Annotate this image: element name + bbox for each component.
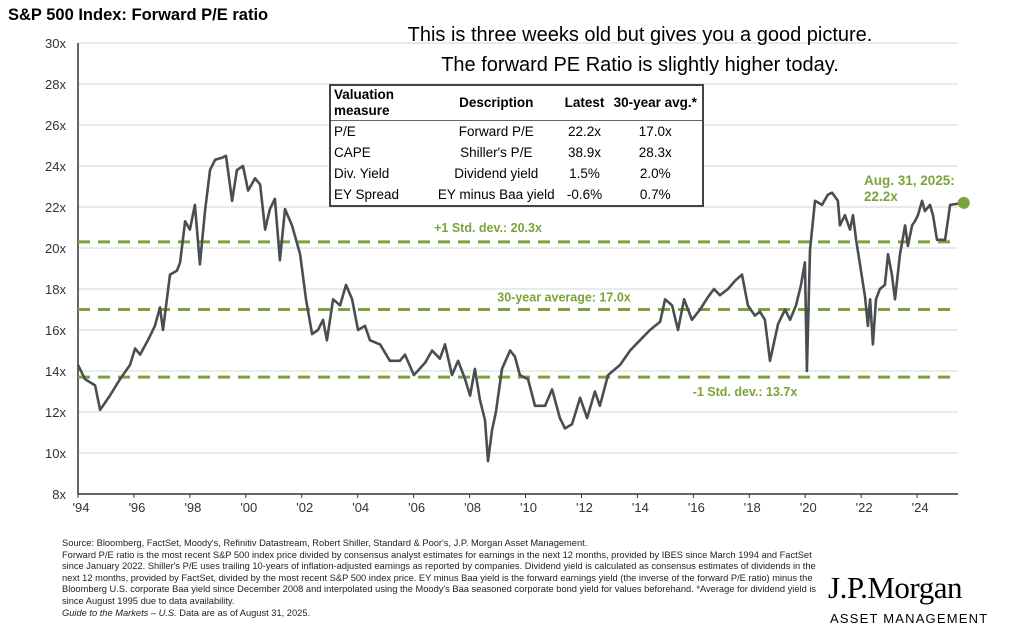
x-tick-label: '14 xyxy=(632,500,649,515)
x-tick-label: '20 xyxy=(800,500,817,515)
x-tick-label: '08 xyxy=(464,500,481,515)
cell: -0.6% xyxy=(566,187,603,202)
y-tick-label: 16x xyxy=(45,323,66,338)
table-header-row: Valuation measure Description Latest 30-… xyxy=(330,85,703,121)
y-tick-label: 18x xyxy=(45,282,66,297)
latest-point-marker xyxy=(957,196,970,209)
y-tick-label: 22x xyxy=(45,200,66,215)
table-row: P/E Forward P/E 22.2x 17.0x xyxy=(330,121,703,143)
cell: 22.2x xyxy=(567,124,602,139)
y-tick-label: 20x xyxy=(45,241,66,256)
annotation-date: Aug. 31, 2025: xyxy=(864,173,955,188)
cell: 2.0% xyxy=(639,166,671,181)
caption: This is three weeks old but gives you a … xyxy=(360,20,920,80)
x-tick-label: '12 xyxy=(576,500,593,515)
x-tick-label: '96 xyxy=(128,500,145,515)
y-tick-label: 14x xyxy=(45,364,66,379)
cell: 1.5% xyxy=(569,166,600,181)
cell: EY Spread xyxy=(334,187,400,202)
y-tick-label: 26x xyxy=(45,118,66,133)
x-tick-label: '22 xyxy=(856,500,873,515)
cell: P/E xyxy=(334,124,356,139)
y-tick-label: 10x xyxy=(45,446,66,461)
table-row: CAPE Shiller's P/E 38.9x 28.3x xyxy=(330,142,703,163)
header-avg: 30-year avg.* xyxy=(608,85,703,121)
cell: 28.3x xyxy=(638,145,672,160)
footnote: Source: Bloomberg, FactSet, Moody's, Ref… xyxy=(62,538,822,619)
x-tick-label: '16 xyxy=(688,500,705,515)
cell: 38.9x xyxy=(567,145,602,160)
cell: EY minus Baa yield xyxy=(437,187,555,202)
annotation-value: 22.2x xyxy=(864,189,898,204)
x-tick-label: '02 xyxy=(296,500,313,515)
cell: Forward P/E xyxy=(458,124,534,139)
y-tick-label: 30x xyxy=(45,36,66,51)
footnote-definitions: Forward P/E ratio is the most recent S&P… xyxy=(62,549,817,606)
footnote-asof: Guide to the Markets – U.S. Data are as … xyxy=(62,608,822,620)
cell: CAPE xyxy=(334,145,371,160)
guide-title: Guide to the Markets – U.S. xyxy=(62,607,177,618)
x-tick-label: '18 xyxy=(744,500,761,515)
y-tick-label: 12x xyxy=(45,405,66,420)
cell: 0.7% xyxy=(639,187,671,202)
table-row: EY Spread EY minus Baa yield -0.6% 0.7% xyxy=(330,184,703,206)
y-tick-label: 24x xyxy=(45,159,66,174)
caption-line-1: This is three weeks old but gives you a … xyxy=(407,24,873,46)
y-tick-label: 28x xyxy=(45,77,66,92)
reference-line-label: -1 Std. dev.: 13.7x xyxy=(693,385,798,399)
header-latest: Latest xyxy=(560,85,609,121)
x-tick-label: '98 xyxy=(184,500,201,515)
reference-line-label: +1 Std. dev.: 20.3x xyxy=(434,221,542,235)
x-tick-label: '10 xyxy=(520,500,537,515)
cell: Shiller's P/E xyxy=(460,145,533,160)
cell: 17.0x xyxy=(638,124,672,139)
cell: Dividend yield xyxy=(454,166,539,181)
y-tick-label: 8x xyxy=(52,487,66,502)
x-tick-label: '06 xyxy=(408,500,425,515)
jpmorgan-logo: J.P.Morgan xyxy=(828,570,962,605)
logo-subtitle: ASSET MANAGEMENT xyxy=(830,611,989,626)
header-description: Description xyxy=(432,85,561,121)
reference-line-label: 30-year average: 17.0x xyxy=(497,291,630,305)
header-measure: Valuation measure xyxy=(330,85,432,121)
valuation-table: Valuation measure Description Latest 30-… xyxy=(329,84,704,207)
x-tick-label: '24 xyxy=(912,500,929,515)
footnote-source: Source: Bloomberg, FactSet, Moody's, Ref… xyxy=(62,538,588,548)
pe-series-line xyxy=(76,154,964,463)
cell: Div. Yield xyxy=(334,166,390,181)
x-tick-label: '00 xyxy=(240,500,257,515)
table-row: Div. Yield Dividend yield 1.5% 2.0% xyxy=(330,163,703,184)
x-tick-label: '94 xyxy=(73,500,90,515)
asof-text: Data are as of August 31, 2025. xyxy=(176,607,311,618)
chart-title: S&P 500 Index: Forward P/E ratio xyxy=(8,6,269,24)
caption-line-2: The forward PE Ratio is slightly higher … xyxy=(441,54,839,76)
x-tick-label: '04 xyxy=(352,500,369,515)
